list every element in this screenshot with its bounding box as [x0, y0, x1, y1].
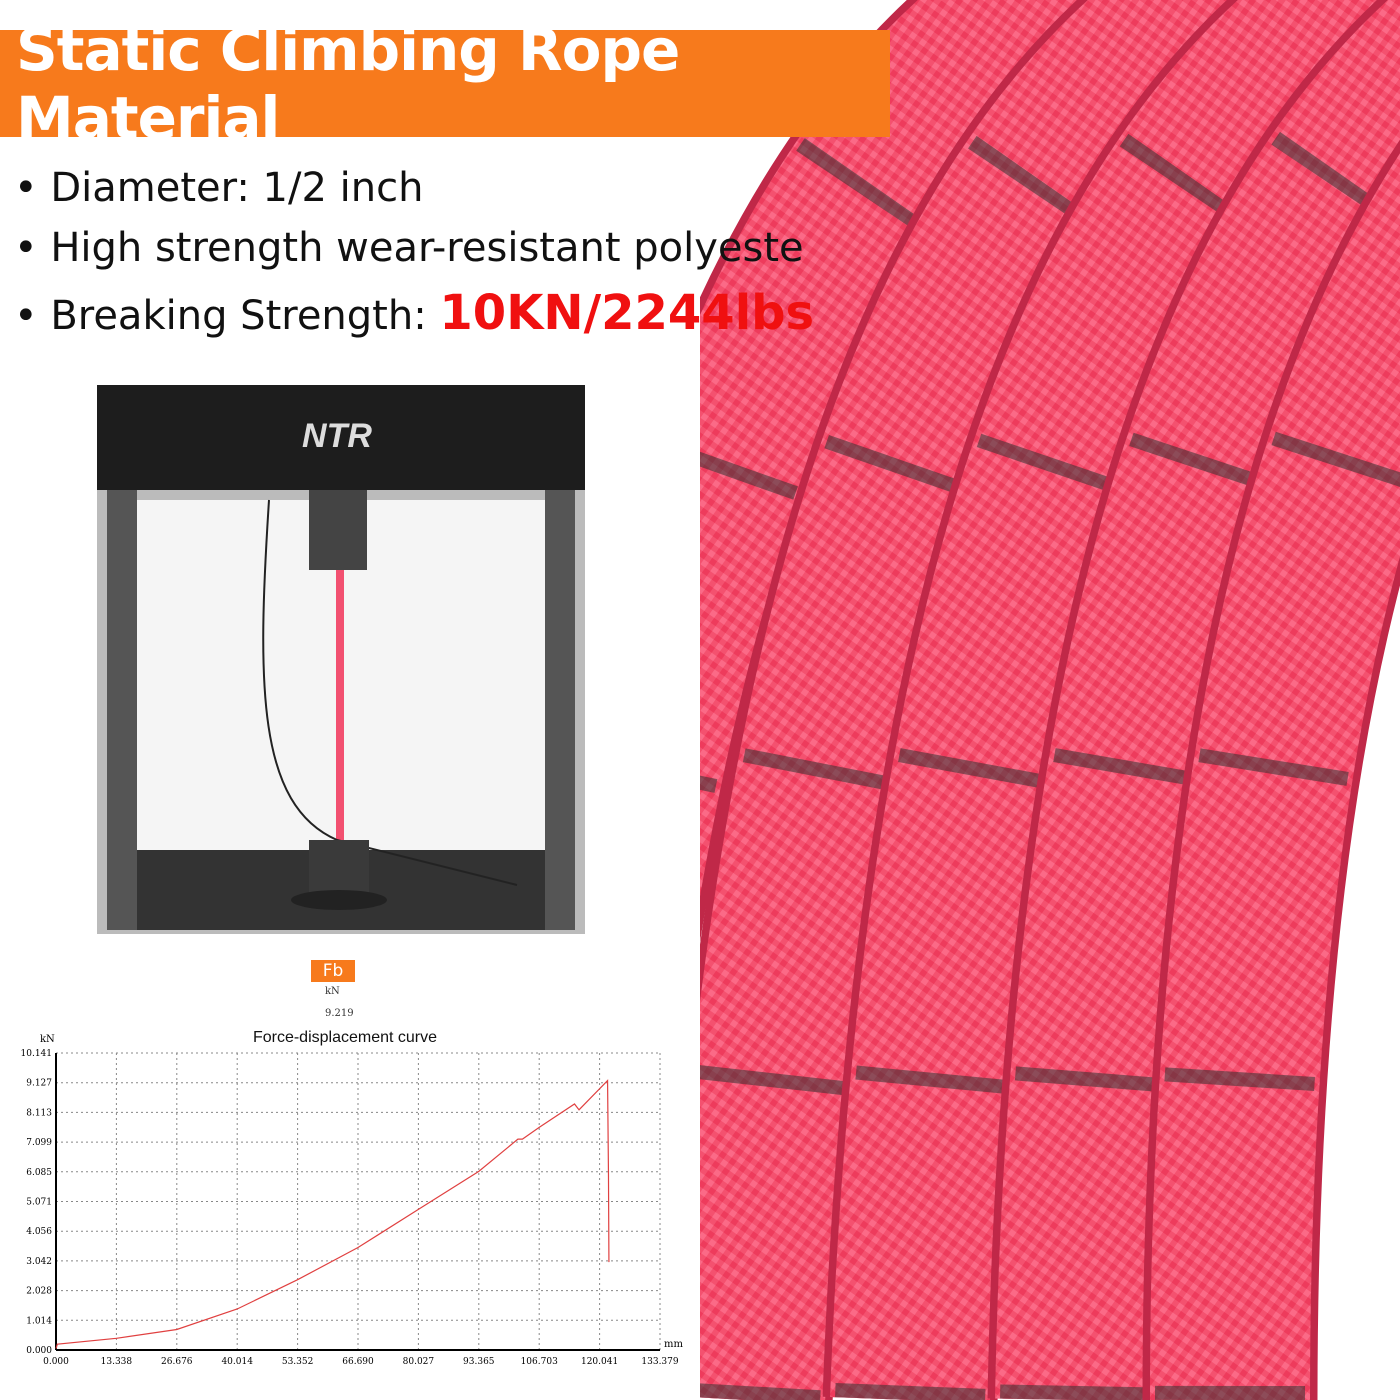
bullet-strength: • Breaking Strength: 10KN/2244lbs — [14, 285, 815, 341]
y-tick-label: 5.071 — [26, 1198, 52, 1208]
machine-brand: NTR — [302, 417, 372, 455]
x-tick-label: 0.000 — [43, 1357, 69, 1367]
y-tick-label: 4.056 — [26, 1227, 52, 1237]
x-tick-label: 53.352 — [282, 1357, 314, 1367]
x-tick-label: 80.027 — [403, 1357, 435, 1367]
y-tick-label: 2.028 — [26, 1287, 52, 1297]
y-tick-label: 3.042 — [26, 1257, 52, 1267]
force-curve — [55, 1079, 610, 1349]
bullet-diameter: • Diameter: 1/2 inch — [14, 165, 424, 211]
y-tick-label: 9.127 — [26, 1079, 52, 1089]
rope-coil-image — [700, 0, 1400, 1400]
bullet-text: Breaking Strength: — [50, 293, 440, 339]
tensile-test-machine-image: NTR — [97, 385, 585, 934]
x-tick-label: 93.365 — [463, 1357, 495, 1367]
y-tick-label: 0.000 — [26, 1346, 52, 1356]
x-tick-label: 106.703 — [521, 1357, 558, 1367]
y-axis-label: kN — [40, 1034, 55, 1045]
banner-title: Static Climbing Rope Material — [16, 15, 680, 152]
y-tick-label: 10.141 — [21, 1049, 53, 1059]
title-banner: Static Climbing Rope Material — [0, 16, 890, 152]
bullet-material: • High strength wear-resistant polyeste — [14, 225, 804, 271]
rope-strand — [830, 0, 1400, 1400]
fb-label: Fb — [311, 960, 355, 982]
x-tick-label: 66.690 — [342, 1357, 374, 1367]
x-axis-label: mm — [664, 1339, 683, 1350]
bullet-text: High strength wear-resistant polyeste — [50, 225, 804, 271]
x-tick-label: 13.338 — [101, 1357, 133, 1367]
rope-strand — [1150, 153, 1400, 1400]
chart-title: Force-displacement curve — [253, 1029, 437, 1046]
y-tick-label: 8.113 — [26, 1108, 52, 1118]
x-tick-label: 40.014 — [221, 1357, 253, 1367]
bullet-text: Diameter: 1/2 inch — [50, 165, 424, 211]
readout-unit: kN — [325, 986, 340, 997]
force-displacement-chart: Force-displacement curve kN mm 0.000 13.3… — [21, 1029, 684, 1367]
rope-strand — [700, 0, 1291, 1400]
x-tick-label: 133.379 — [641, 1357, 678, 1367]
y-tick-label: 1.014 — [26, 1316, 52, 1326]
x-tick-label: 26.676 — [161, 1357, 193, 1367]
x-tick-label: 120.041 — [581, 1357, 618, 1367]
strength-value: 10KN/2244lbs — [439, 285, 815, 341]
rope-strand — [995, 0, 1400, 1400]
readout-value: 9.219 — [325, 1008, 354, 1019]
y-tick-label: 7.099 — [26, 1138, 52, 1148]
rope-strand — [700, 0, 1121, 897]
y-tick-label: 6.085 — [26, 1168, 52, 1178]
